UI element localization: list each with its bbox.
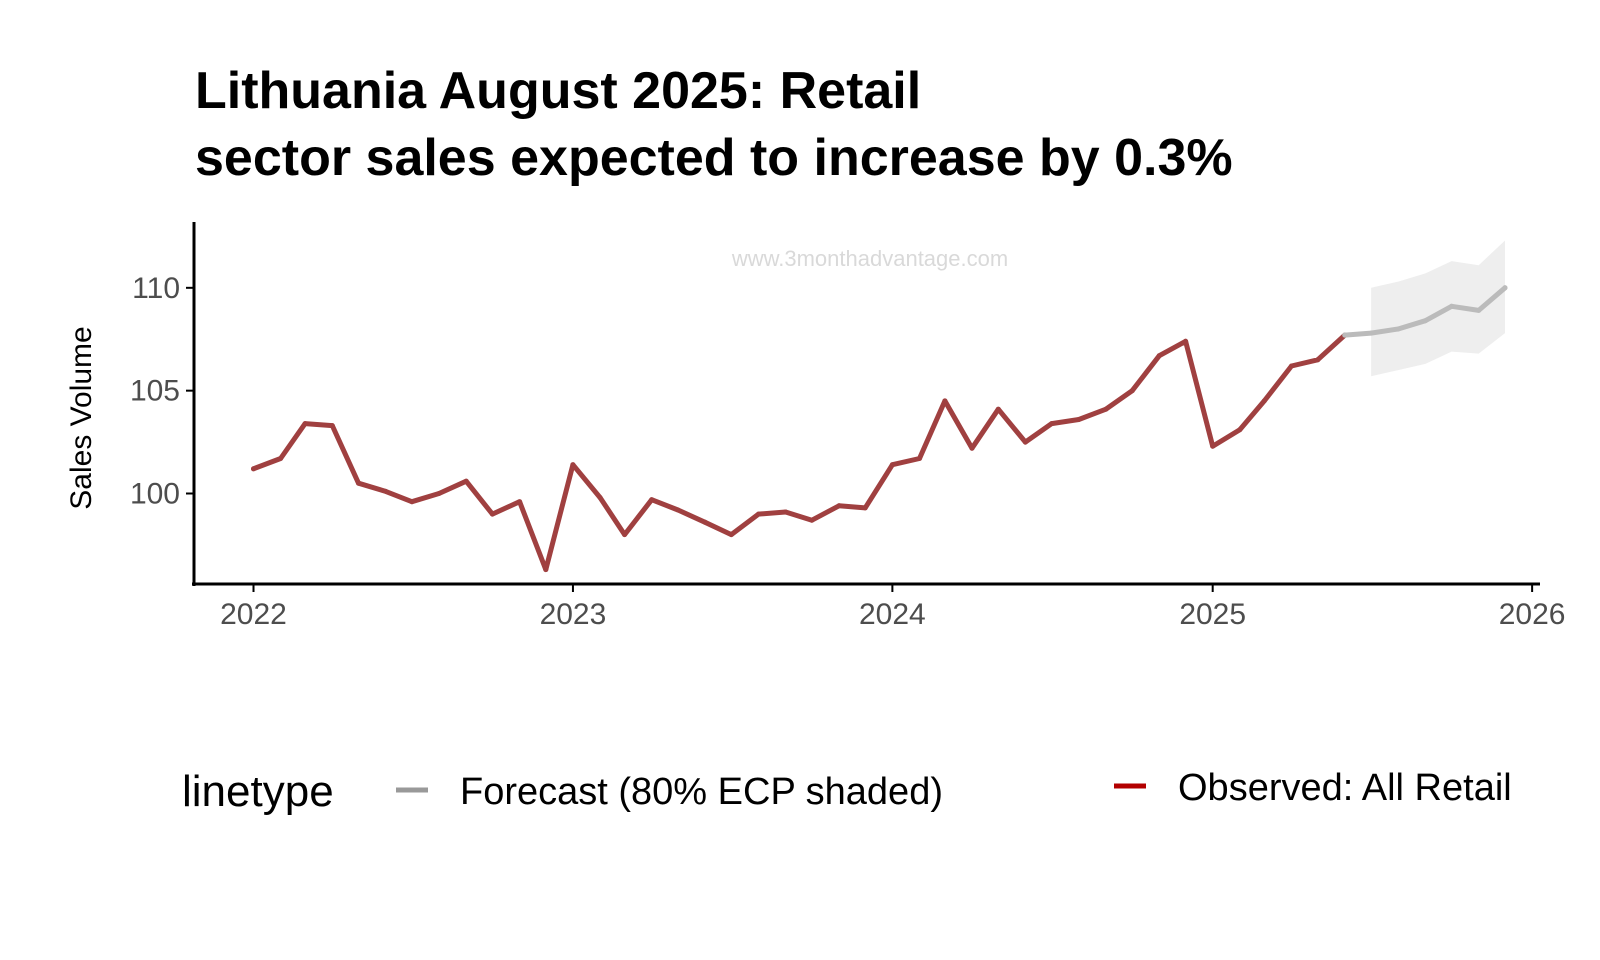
data-point-observed [1210, 443, 1216, 449]
data-point-observed [302, 421, 308, 427]
x-tick-label: 2022 [220, 598, 287, 631]
legend-title: linetype [182, 767, 334, 816]
data-point-observed [463, 478, 469, 484]
data-point-observed [329, 423, 335, 429]
data-point-observed [489, 511, 495, 517]
data-point-observed [942, 398, 948, 404]
data-point-forecast [1476, 307, 1482, 313]
data-point-observed [649, 497, 655, 503]
data-point-observed [251, 466, 256, 472]
watermark: www.3monthadvantage.com [731, 246, 1008, 271]
y-axis-title: Sales Volume [65, 326, 98, 509]
data-point-forecast [1395, 326, 1401, 332]
data-point-observed [917, 456, 922, 461]
data-point-observed [1237, 427, 1243, 433]
forecast-ecp-band [1371, 240, 1505, 377]
y-tick-label: 110 [132, 272, 180, 305]
chart-title-line-2: sector sales expected to increase by 0.3… [195, 129, 1233, 187]
data-point-observed [1049, 421, 1055, 427]
data-point-observed [969, 445, 975, 451]
data-point-observed [809, 517, 815, 523]
x-tick-label: 2026 [1499, 598, 1566, 631]
data-point-observed [409, 499, 415, 505]
data-point-observed [543, 567, 549, 573]
data-point-observed [570, 462, 576, 468]
data-point-observed [1315, 357, 1321, 363]
data-point-observed [728, 532, 734, 538]
data-point-observed [1103, 406, 1109, 412]
data-point-observed [1022, 439, 1028, 445]
legend-label-forecast: Forecast (80% ECP shaded) [460, 771, 943, 813]
data-point-observed [517, 499, 523, 505]
data-point-forecast [1422, 318, 1428, 324]
data-point-observed [356, 480, 361, 486]
data-point-observed [622, 532, 628, 538]
data-point-observed [1183, 338, 1189, 344]
x-tick-label: 2025 [1179, 598, 1246, 631]
data-point-forecast [1368, 330, 1374, 336]
data-point-observed [702, 519, 708, 525]
data-point-observed [756, 511, 761, 517]
x-tick-label: 2023 [540, 598, 607, 631]
chart-title-line-1: Lithuania August 2025: Retail [195, 62, 921, 120]
series-line-observed [251, 332, 1348, 573]
tick-layer: 100 105 110 2022 2023 2024 2025 2026 [130, 272, 1566, 631]
data-point-observed [783, 509, 789, 515]
legend-label-observed: Observed: All Retail [1178, 767, 1512, 809]
data-point-observed [1129, 388, 1135, 394]
x-tick-label: 2024 [859, 598, 926, 631]
data-point-observed [597, 495, 603, 501]
data-point-observed [1261, 398, 1267, 404]
forecast-band-layer [1371, 240, 1505, 377]
y-tick-label: 100 [130, 478, 180, 511]
data-point-observed [1156, 353, 1162, 359]
data-point-forecast [1342, 332, 1348, 338]
data-point-observed [278, 456, 284, 461]
data-point-observed [1289, 363, 1294, 369]
data-point-observed [889, 462, 895, 468]
data-point-observed [995, 406, 1001, 412]
y-tick-label: 105 [130, 375, 180, 408]
data-point-forecast [1502, 285, 1508, 291]
data-point-observed [383, 488, 389, 494]
data-point-forecast [1449, 303, 1455, 309]
data-point-observed [675, 507, 681, 513]
data-point-observed [1076, 417, 1082, 422]
data-point-observed [436, 491, 442, 496]
data-point-observed [836, 503, 842, 509]
data-point-observed [862, 505, 868, 511]
series-layer [251, 285, 1508, 573]
